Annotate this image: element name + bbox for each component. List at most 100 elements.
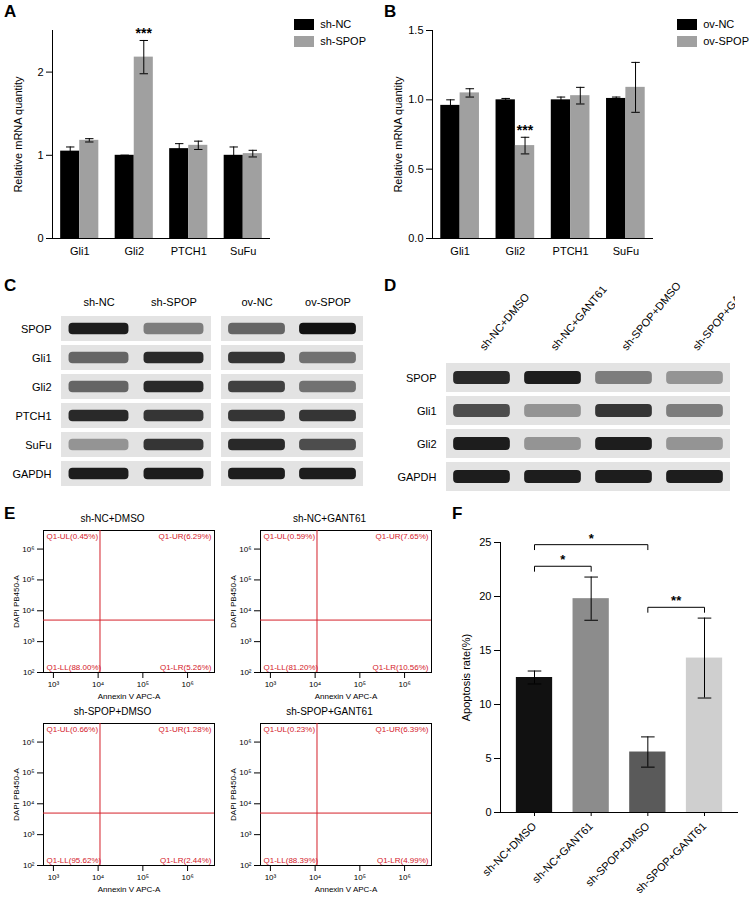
svg-text:10⁶: 10⁶	[181, 873, 193, 882]
svg-text:SuFu: SuFu	[25, 439, 51, 451]
svg-text:***: ***	[517, 122, 534, 138]
svg-text:10⁵: 10⁵	[137, 680, 149, 689]
svg-text:sh-SPOP+GANT61: sh-SPOP+GANT61	[633, 820, 709, 894]
svg-text:sh-SPOP+GANT61: sh-SPOP+GANT61	[690, 282, 735, 352]
svg-text:PTCH1: PTCH1	[171, 245, 207, 257]
svg-text:10⁴: 10⁴	[239, 606, 252, 615]
svg-text:***: ***	[136, 25, 153, 41]
svg-text:10⁴: 10⁴	[22, 606, 35, 615]
svg-text:10³: 10³	[240, 637, 252, 646]
svg-text:Apoptosis rate(%): Apoptosis rate(%)	[460, 634, 472, 721]
svg-text:Q1-LR(5.26%): Q1-LR(5.26%)	[160, 663, 212, 672]
svg-text:10⁵: 10⁵	[22, 768, 34, 777]
svg-text:10³: 10³	[48, 873, 60, 882]
svg-text:ov-NC: ov-NC	[241, 296, 272, 308]
svg-text:Gli2: Gli2	[417, 438, 437, 450]
svg-text:Q1-LL(81.20%): Q1-LL(81.20%)	[264, 663, 319, 672]
svg-text:10: 10	[479, 698, 491, 710]
svg-text:SPOP: SPOP	[406, 372, 437, 384]
svg-text:Q1-UR(1.28%): Q1-UR(1.28%)	[159, 725, 212, 734]
svg-text:15: 15	[479, 644, 491, 656]
svg-text:0: 0	[37, 232, 43, 244]
svg-text:ov-SPOP: ov-SPOP	[305, 296, 351, 308]
svg-text:GAPDH: GAPDH	[12, 468, 51, 480]
svg-text:10⁴: 10⁴	[239, 799, 252, 808]
svg-text:GAPDH: GAPDH	[397, 471, 436, 483]
svg-text:1.5: 1.5	[408, 24, 423, 36]
svg-text:Gli2: Gli2	[506, 245, 526, 257]
svg-text:10⁶: 10⁶	[398, 873, 410, 882]
svg-text:1: 1	[37, 149, 43, 161]
svg-text:Annexin V APC-A: Annexin V APC-A	[315, 885, 378, 894]
svg-text:Q1-LR(4.99%): Q1-LR(4.99%)	[377, 856, 429, 865]
svg-text:*: *	[589, 531, 595, 546]
svg-text:Gli2: Gli2	[32, 381, 52, 393]
svg-text:sh-NC+DMSO: sh-NC+DMSO	[477, 290, 532, 352]
svg-text:sh-SPOP+DMSO: sh-SPOP+DMSO	[619, 282, 683, 352]
svg-text:sh-NC+GANT61: sh-NC+GANT61	[548, 283, 609, 352]
svg-text:Q1-LL(88.39%): Q1-LL(88.39%)	[264, 856, 319, 865]
svg-text:sh-NC: sh-NC	[83, 296, 114, 308]
svg-text:Q1-UR(6.29%): Q1-UR(6.29%)	[159, 532, 212, 541]
svg-text:Gli1: Gli1	[417, 405, 437, 417]
svg-text:Q1-LL(95.62%): Q1-LL(95.62%)	[47, 856, 102, 865]
svg-text:Gli1: Gli1	[70, 245, 90, 257]
svg-text:DAPI PB450-A: DAPI PB450-A	[12, 574, 21, 628]
svg-text:10²: 10²	[23, 861, 35, 870]
svg-text:Q1-UR(6.39%): Q1-UR(6.39%)	[376, 725, 429, 734]
svg-text:Q1-UR(7.65%): Q1-UR(7.65%)	[376, 532, 429, 541]
svg-text:10⁵: 10⁵	[137, 873, 149, 882]
svg-text:10⁵: 10⁵	[239, 768, 251, 777]
svg-text:Relative mRNA quantity: Relative mRNA quantity	[392, 76, 404, 193]
svg-text:DAPI PB450-A: DAPI PB450-A	[229, 767, 238, 821]
svg-text:25: 25	[479, 536, 491, 548]
svg-text:10³: 10³	[265, 873, 277, 882]
svg-text:Q1-LR(2.44%): Q1-LR(2.44%)	[160, 856, 212, 865]
svg-text:PTCH1: PTCH1	[15, 410, 51, 422]
svg-text:10⁵: 10⁵	[354, 680, 366, 689]
svg-text:Annexin V APC-A: Annexin V APC-A	[98, 885, 161, 894]
svg-text:Gli2: Gli2	[124, 245, 144, 257]
svg-text:PTCH1: PTCH1	[553, 245, 589, 257]
svg-text:10⁵: 10⁵	[239, 575, 251, 584]
svg-text:Q1-UL(0.45%): Q1-UL(0.45%)	[47, 532, 99, 541]
svg-text:10³: 10³	[240, 830, 252, 839]
svg-text:10²: 10²	[240, 861, 252, 870]
svg-text:10⁶: 10⁶	[398, 680, 410, 689]
svg-text:2: 2	[37, 66, 43, 78]
svg-text:1.0: 1.0	[408, 93, 423, 105]
svg-text:10⁴: 10⁴	[92, 873, 105, 882]
svg-text:10²: 10²	[23, 668, 35, 677]
svg-text:DAPI PB450-A: DAPI PB450-A	[229, 574, 238, 628]
svg-text:*: *	[560, 552, 566, 567]
svg-text:DAPI PB450-A: DAPI PB450-A	[12, 767, 21, 821]
svg-text:sh-NC+DMSO: sh-NC+DMSO	[480, 819, 539, 878]
svg-text:5: 5	[485, 752, 491, 764]
svg-text:Gli1: Gli1	[32, 352, 52, 364]
svg-text:10⁴: 10⁴	[309, 680, 322, 689]
svg-text:0.0: 0.0	[408, 232, 423, 244]
svg-text:Q1-LL(88.00%): Q1-LL(88.00%)	[47, 663, 102, 672]
svg-text:Q1-LR(10.56%): Q1-LR(10.56%)	[372, 663, 428, 672]
svg-text:Annexin V APC-A: Annexin V APC-A	[315, 692, 378, 701]
svg-text:**: **	[671, 593, 682, 608]
svg-text:10⁵: 10⁵	[354, 873, 366, 882]
svg-text:Q1-UL(0.23%): Q1-UL(0.23%)	[264, 725, 316, 734]
svg-text:0: 0	[485, 806, 491, 818]
svg-text:10⁴: 10⁴	[92, 680, 105, 689]
svg-text:10⁶: 10⁶	[22, 545, 34, 554]
svg-text:Q1-UL(0.59%): Q1-UL(0.59%)	[264, 532, 316, 541]
svg-text:SPOP: SPOP	[21, 323, 52, 335]
svg-text:10⁶: 10⁶	[181, 680, 193, 689]
svg-text:10³: 10³	[23, 830, 35, 839]
svg-text:Gli1: Gli1	[450, 245, 470, 257]
svg-text:0.5: 0.5	[408, 163, 423, 175]
svg-text:10³: 10³	[23, 637, 35, 646]
svg-text:10³: 10³	[48, 680, 60, 689]
svg-text:SuFu: SuFu	[613, 245, 639, 257]
svg-text:10⁵: 10⁵	[22, 575, 34, 584]
svg-text:sh-NC+GANT61: sh-NC+GANT61	[530, 820, 595, 885]
svg-text:10⁶: 10⁶	[239, 545, 251, 554]
svg-text:10⁴: 10⁴	[22, 799, 35, 808]
svg-text:Q1-UL(0.66%): Q1-UL(0.66%)	[47, 725, 99, 734]
